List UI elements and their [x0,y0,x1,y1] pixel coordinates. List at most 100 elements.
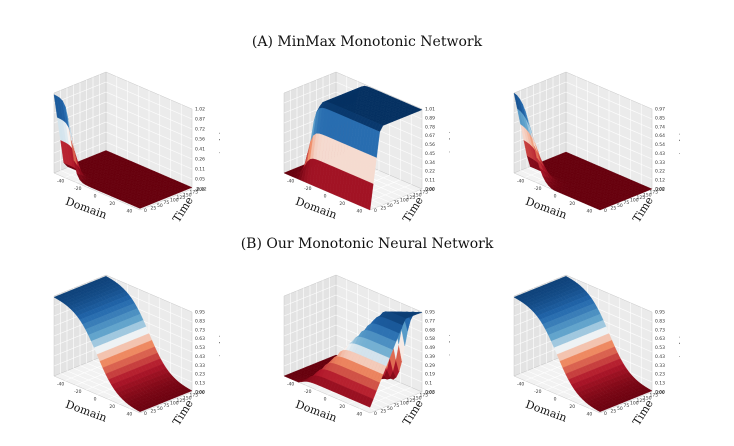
z-tick-label: 0.33 [655,160,665,166]
surface-patch [366,182,374,211]
z-axis-label: w(t, x) [678,324,680,361]
x-tick-label: -40 [517,382,524,388]
y-tick-label: 200 [656,390,665,396]
y-tick-label: 175 [420,190,429,196]
y-tick-label: 150 [413,395,422,401]
x-tick-label: 0 [324,397,327,403]
y-tick-label: 75 [164,200,170,206]
y-tick-label: 100 [630,401,639,407]
z-tick-label: 0.74 [655,124,665,130]
x-tick-label: 20 [569,201,575,207]
z-tick-label: 0.33 [195,363,205,369]
y-tick-label: 200 [426,390,435,396]
x-tick-label: -40 [287,179,294,185]
z-tick-label: 0.54 [655,142,665,148]
y-tick-label: 125 [177,195,186,201]
z-tick-label: 0.22 [655,169,665,175]
y-tick-label: 0 [374,411,377,417]
z-tick-label: 0.95 [195,310,205,316]
y-tick-label: 75 [624,200,630,206]
z-axis-label: v(t, x) [448,325,450,359]
y-tick-label: 75 [394,403,400,409]
z-axis-label: v(t, x) [448,122,450,156]
x-tick-label: -20 [74,186,81,192]
y-tick-label: 100 [170,198,179,204]
x-tick-label: 40 [357,411,363,417]
z-tick-label: 0.02 [655,187,665,193]
z-tick-label: 0.95 [425,310,435,316]
y-tick-label: 75 [394,200,400,206]
y-tick-label: 175 [190,190,199,196]
z-tick-label: 0.00 [195,390,205,396]
z-tick-label: 0.87 [195,117,205,123]
y-tick-label: 175 [420,393,429,399]
x-tick-label: 40 [127,208,133,214]
y-tick-label: 50 [157,406,163,412]
x-tick-label: 0 [554,194,557,200]
y-tick-label: 75 [164,403,170,409]
y-tick-label: 200 [426,187,435,193]
z-tick-label: 0.13 [655,381,665,387]
y-tick-label: 0 [144,208,147,214]
y-tick-label: 150 [183,192,192,198]
y-tick-label: 200 [656,187,665,193]
gridline [283,294,337,317]
x-tick-label: 40 [587,411,593,417]
z-tick-label: -0.02 [195,187,207,193]
z-tick-label: 0.85 [655,115,665,121]
x-tick-label: -40 [517,179,524,185]
z-tick-label: 0.43 [655,151,665,157]
gridline [565,101,653,140]
y-tick-label: 100 [400,401,409,407]
z-axis-label: w(t, x) [678,121,680,158]
y-tick-label: 125 [637,195,646,201]
x-axis-label: Domain [524,398,569,425]
y-tick-label: 200 [196,390,205,396]
y-tick-label: 25 [151,205,157,211]
gridline [105,81,193,120]
gridline [283,304,337,327]
y-tick-label: 25 [611,205,617,211]
surface-patch [136,408,144,412]
x-tick-label: 0 [94,397,97,403]
y-tick-label: 25 [151,408,157,414]
x-axis-label: Domain [294,398,339,425]
y-tick-label: 100 [400,198,409,204]
gridline [53,81,107,104]
gridline [105,101,193,140]
z-tick-label: 0.53 [195,345,205,351]
z-tick-label: 0.23 [655,372,665,378]
x-tick-label: -40 [57,382,64,388]
z-tick-label: 0.95 [655,310,665,316]
gridline [283,284,337,307]
y-tick-label: 175 [190,393,199,399]
surface-patch [596,207,604,211]
y-tick-label: 50 [157,203,163,209]
z-tick-label: 0.58 [425,336,435,342]
z-tick-label: 1.02 [195,107,205,113]
x-axis-label: Domain [64,195,109,222]
x-tick-label: -20 [304,389,311,395]
z-tick-label: 0.19 [425,372,435,378]
y-tick-label: 0 [144,411,147,417]
z-tick-label: 0.43 [195,354,205,360]
z-tick-label: 0.73 [195,327,205,333]
z-tick-label: 0.26 [195,157,205,163]
surface-patch [136,205,144,209]
y-tick-label: 175 [650,393,659,399]
x-tick-label: -20 [534,389,541,395]
z-tick-label: 0.78 [425,124,435,130]
gridline [283,314,337,337]
y-tick-label: 100 [170,401,179,407]
z-tick-label: 0.11 [195,167,205,173]
z-tick-label: 0.63 [655,336,665,342]
z-tick-label: 0.41 [195,147,205,153]
z-tick-label: 0.29 [425,363,435,369]
z-tick-label: 0.49 [425,345,435,351]
x-axis-label: Domain [64,398,109,425]
z-tick-label: 0.68 [425,327,435,333]
y-tick-label: 0 [604,208,607,214]
